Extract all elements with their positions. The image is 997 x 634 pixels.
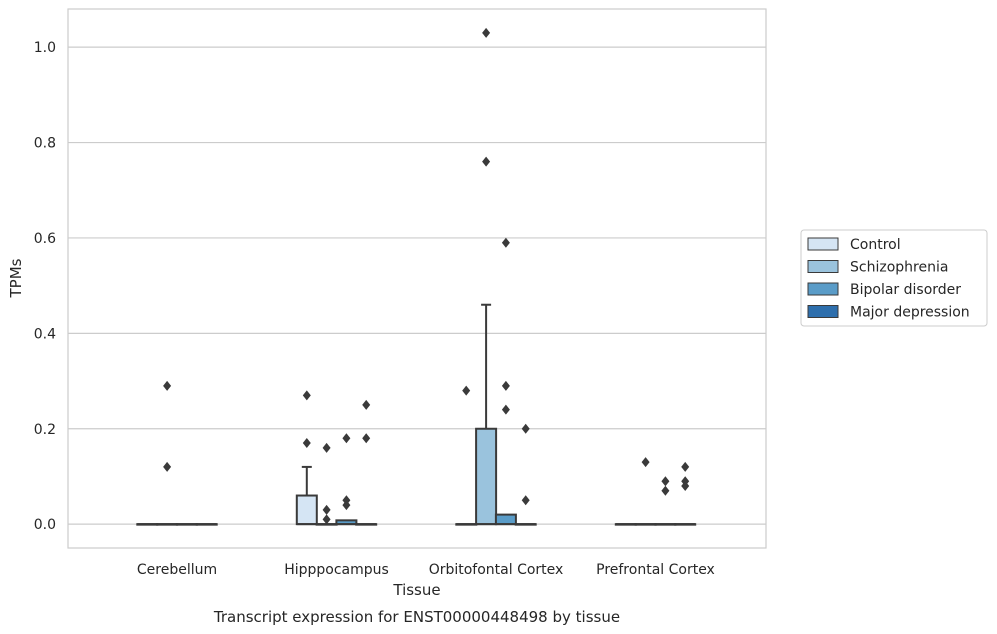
outlier-point	[501, 404, 510, 415]
boxes	[136, 303, 697, 526]
legend-swatch	[807, 237, 839, 251]
x-tick-label: Prefrontal Cortex	[596, 562, 715, 578]
outlier-point	[362, 399, 371, 410]
outlier-points	[163, 27, 690, 525]
y-axis-label: TPMs	[7, 258, 25, 298]
legend-frame	[800, 229, 988, 327]
y-tick-label: 1.0	[34, 40, 56, 56]
x-axis-label: Tissue	[392, 581, 440, 599]
y-tick-label: 0.0	[34, 517, 56, 533]
x-tick-label: Cerebellum	[137, 562, 217, 578]
y-tick-label: 0.8	[34, 136, 56, 152]
outlier-point	[163, 461, 172, 472]
outlier-point	[462, 385, 471, 396]
chart-caption: Transcript expression for ENST0000044849…	[213, 608, 620, 626]
outlier-point	[661, 485, 670, 496]
y-tick-label: 0.2	[34, 422, 56, 438]
legend-label: Major depression	[850, 305, 970, 321]
legend-label: Control	[850, 237, 901, 253]
outlier-point	[501, 380, 510, 391]
outlier-point	[501, 237, 510, 248]
outlier-point	[302, 390, 311, 401]
outlier-point	[342, 433, 351, 444]
outlier-point	[681, 461, 690, 472]
legend-swatch	[807, 260, 839, 273]
outlier-point	[482, 156, 491, 167]
outlier-point	[641, 457, 650, 468]
legend-label: Bipolar disorder	[850, 282, 961, 298]
legend-swatch	[807, 282, 839, 296]
box-schizophrenia	[475, 427, 498, 526]
box-bipolar-disorder	[494, 513, 517, 526]
outlier-point	[362, 433, 371, 444]
legend-label: Schizophrenia	[850, 260, 948, 276]
plot-background	[68, 9, 766, 548]
outlier-point	[521, 495, 530, 506]
y-tick-label: 0.6	[34, 231, 56, 247]
outlier-point	[482, 27, 491, 38]
outlier-point	[322, 442, 331, 453]
x-tick-label: Hipppocampus	[284, 562, 389, 578]
outlier-point	[521, 423, 530, 434]
outlier-point	[681, 476, 690, 487]
outlier-point	[322, 514, 331, 525]
plot-frame	[67, 8, 767, 549]
outlier-point	[302, 438, 311, 449]
x-tick-label: Orbitofontal Cortex	[429, 562, 564, 578]
legend: Control Schizophrenia Bipolar disorder Majo…	[800, 229, 988, 327]
outlier-point	[322, 504, 331, 515]
outlier-point	[342, 495, 351, 506]
box-control	[295, 494, 318, 526]
outlier-point	[163, 380, 172, 391]
legend-swatch	[807, 305, 839, 318]
y-tick-label: 0.4	[34, 326, 56, 342]
y-tick-labels: 0.0 0.2 0.4 0.6 0.8 1.0	[34, 40, 56, 533]
x-tick-labels: Cerebellum Hipppocampus Orbitofontal Corte…	[137, 562, 715, 578]
outlier-point	[661, 476, 670, 487]
